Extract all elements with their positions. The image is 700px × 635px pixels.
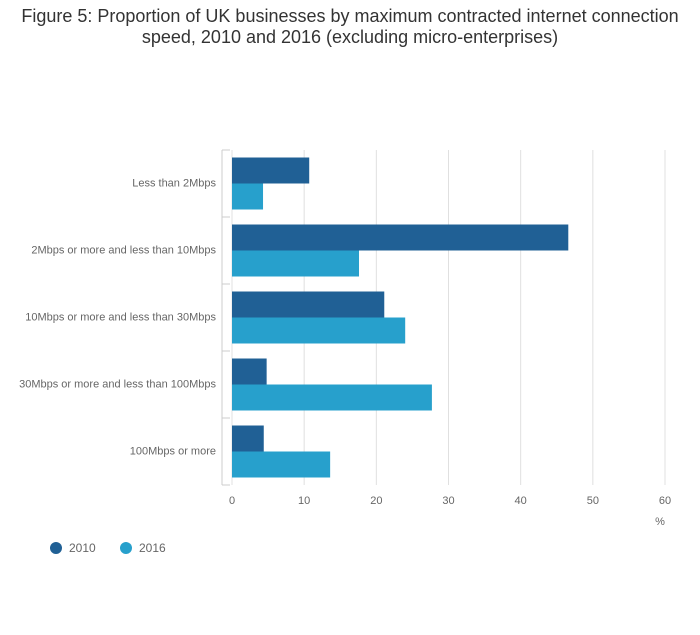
- y-tick-label: 10Mbps or more and less than 30Mbps: [25, 311, 216, 323]
- legend-label: 2010: [69, 541, 96, 555]
- x-axis-label: %: [655, 516, 665, 528]
- x-tick-label: 50: [587, 495, 599, 507]
- x-tick-label: 0: [229, 495, 235, 507]
- bar: [232, 384, 432, 411]
- legend-marker: [50, 542, 62, 554]
- y-tick-label: 2Mbps or more and less than 10Mbps: [31, 244, 216, 256]
- bar: [232, 317, 406, 344]
- bar: [232, 358, 267, 385]
- bar: [232, 250, 360, 277]
- x-tick-label: 10: [298, 495, 310, 507]
- bar: [232, 425, 264, 452]
- legend-label: 2016: [139, 541, 166, 555]
- x-tick-label: 20: [370, 495, 382, 507]
- y-tick-label: Less than 2Mbps: [132, 177, 216, 189]
- chart-title: Figure 5: Proportion of UK businesses by…: [21, 6, 679, 47]
- x-tick-label: 30: [442, 495, 454, 507]
- y-tick-label: 100Mbps or more: [130, 445, 216, 457]
- x-tick-label: 40: [515, 495, 527, 507]
- legend-marker: [120, 542, 132, 554]
- bar: [232, 183, 264, 210]
- bar: [232, 451, 331, 478]
- bar: [232, 224, 569, 251]
- bar: [232, 157, 310, 184]
- x-tick-label: 60: [659, 495, 671, 507]
- bar: [232, 291, 385, 318]
- y-tick-label: 30Mbps or more and less than 100Mbps: [19, 378, 216, 390]
